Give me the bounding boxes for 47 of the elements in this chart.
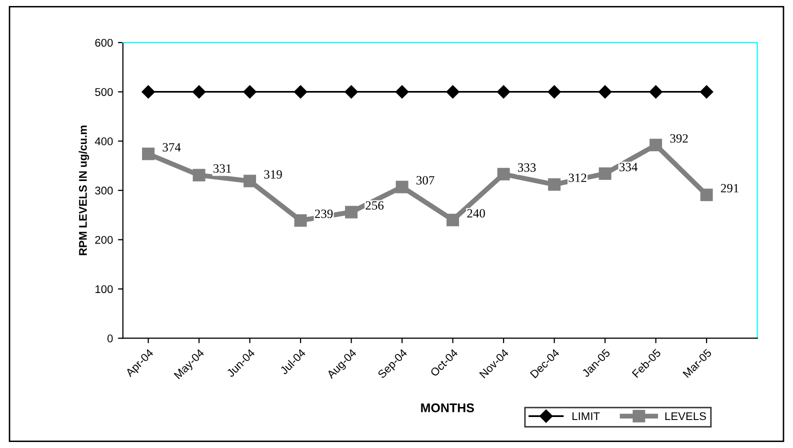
data-label: 334: [620, 162, 638, 172]
point: [548, 178, 561, 191]
point: [446, 85, 460, 98]
y-tick-label: 500: [95, 88, 113, 96]
data-label: 374: [162, 143, 181, 152]
point: [446, 214, 460, 226]
point: [598, 167, 612, 180]
point: [294, 214, 307, 227]
y-axis-title: RPM LEVELS IN ug/cu.m: [78, 126, 90, 256]
point: [649, 85, 662, 98]
data-label: 307: [416, 176, 434, 185]
point: [192, 168, 206, 182]
point: [598, 85, 612, 98]
y-tick-label: 600: [95, 38, 113, 47]
legend-label: LEVELS: [665, 412, 706, 420]
y-tick-label: 200: [95, 236, 113, 244]
legend-label: LIMIT: [572, 412, 600, 420]
data-label: 239: [314, 210, 333, 218]
y-tick-label: 100: [96, 285, 113, 294]
point: [244, 174, 256, 188]
point: [294, 85, 308, 98]
point: [345, 206, 358, 218]
y-tick-label: 0: [107, 334, 113, 342]
data-label: 312: [568, 174, 586, 182]
point: [497, 168, 510, 180]
y-tick-label: 400: [94, 137, 113, 146]
data-label: 333: [518, 163, 536, 172]
point: [548, 85, 561, 98]
point: [243, 85, 256, 98]
x-axis-title: MONTHS: [421, 403, 474, 412]
data-label: 240: [467, 209, 485, 218]
point: [395, 85, 409, 98]
point: [142, 85, 155, 98]
point: [650, 138, 662, 152]
y-tick-label: 300: [95, 186, 113, 195]
data-label: 331: [214, 164, 231, 173]
point: [396, 180, 408, 194]
data-label: 319: [264, 170, 282, 179]
data-label: 256: [366, 201, 384, 210]
point: [344, 85, 358, 98]
data-label: 392: [670, 134, 688, 143]
point: [496, 85, 510, 98]
point: [142, 148, 155, 160]
point: [700, 85, 714, 98]
point: [192, 85, 206, 98]
data-label: 291: [721, 184, 738, 192]
point: [700, 188, 713, 202]
